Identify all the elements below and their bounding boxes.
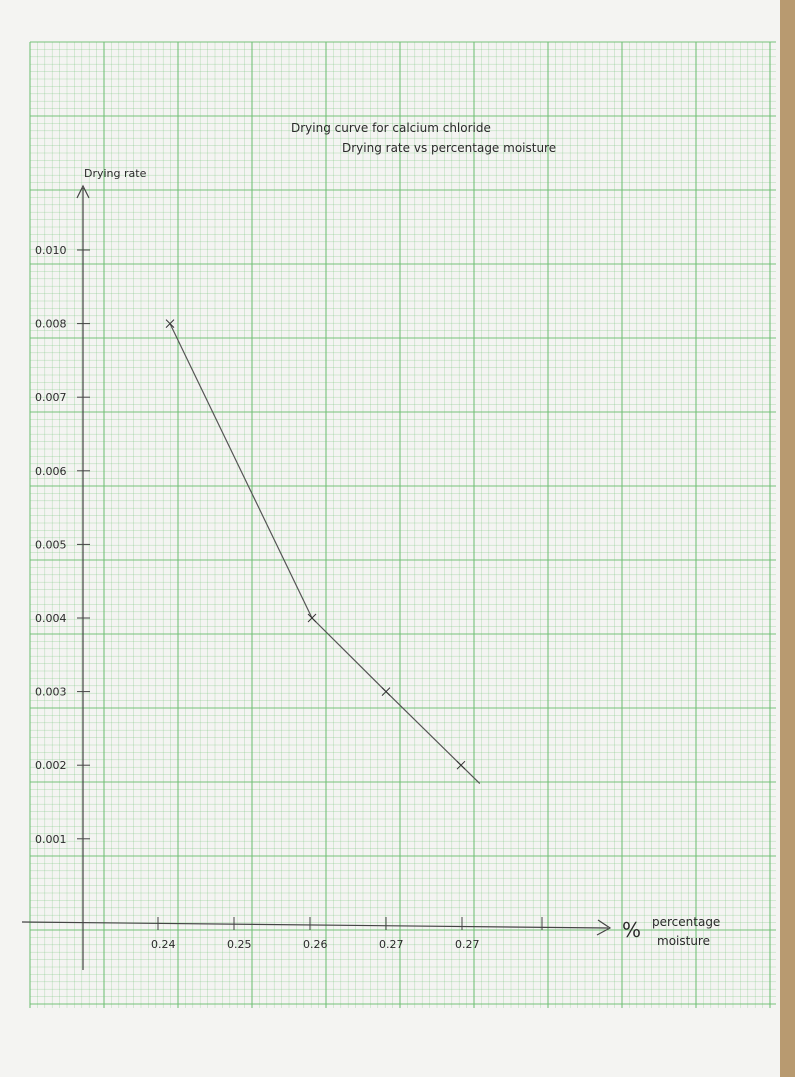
y-tick-label: 0.005 <box>35 538 67 551</box>
data-point-marker <box>381 687 391 696</box>
marker-stroke <box>381 687 391 696</box>
data-point-marker <box>165 319 175 328</box>
x-tick-label: 0.26 <box>303 938 328 951</box>
y-tick-label: 0.001 <box>35 833 67 846</box>
series-line <box>169 323 481 785</box>
x-tick-label: 0.27 <box>379 938 404 951</box>
series <box>165 319 481 785</box>
y-tick-label: 0.002 <box>35 759 67 772</box>
y-tick-label: 0.010 <box>35 244 67 257</box>
y-axis-arrow-icon <box>76 184 90 199</box>
y-tick-label: 0.006 <box>35 465 67 478</box>
y-tick-label: 0.004 <box>35 612 67 625</box>
x-axis-percent-symbol: % <box>622 918 641 942</box>
x-tick-label: 0.27 <box>455 938 480 951</box>
y-tick-label: 0.008 <box>35 318 67 331</box>
x-axis-line <box>21 921 609 929</box>
marker-stroke <box>307 613 317 623</box>
x-tick-label: 0.25 <box>227 938 252 951</box>
x-axis-label-line-2: moisture <box>657 934 710 948</box>
y-tick-label: 0.007 <box>35 391 67 404</box>
grid <box>29 41 776 1008</box>
marker-stroke <box>165 319 175 328</box>
y-axis-label: Drying rate <box>84 167 147 180</box>
x-axis-arrow-icon <box>596 919 612 936</box>
axes <box>21 184 612 970</box>
x-axis-label: percentage moisture <box>652 915 720 948</box>
marker-stroke <box>456 760 466 770</box>
ticks: 0.010 0.008 0.007 0.006 0.005 0.004 0.003 0.002… <box>35 244 543 951</box>
data-point-marker <box>307 613 317 623</box>
chart-subtitle: Drying rate vs percentage moisture <box>342 141 556 155</box>
y-tick-label: 0.003 <box>35 686 67 699</box>
chart-title: Drying curve for calcium chloride <box>291 121 491 135</box>
x-tick-label: 0.24 <box>151 938 176 951</box>
data-point-marker <box>456 760 466 770</box>
x-axis-label-line-1: percentage <box>652 915 720 929</box>
